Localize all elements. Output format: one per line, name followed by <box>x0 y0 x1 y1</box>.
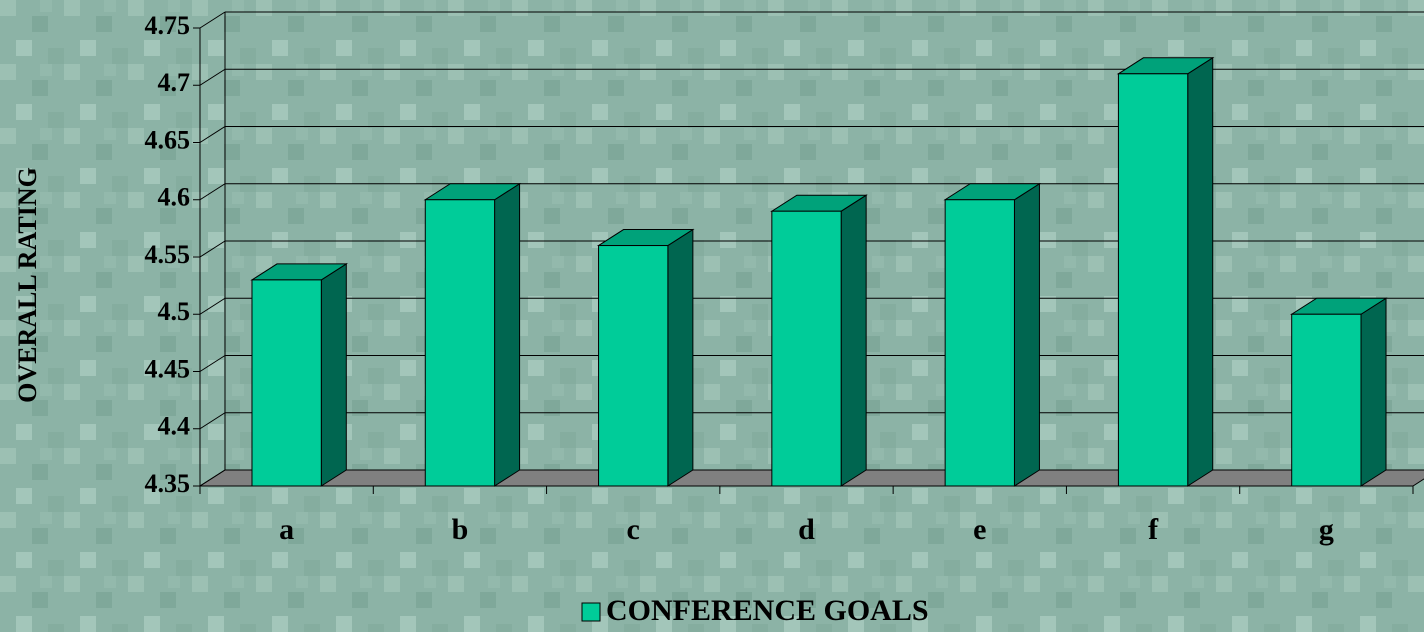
y-tick-label: 4.75 <box>145 11 191 40</box>
y-tick-label: 4.4 <box>158 412 191 441</box>
x-tick-label: e <box>973 513 986 546</box>
bar <box>424 199 496 487</box>
grid-line-side <box>199 240 226 258</box>
grid-line-side <box>199 68 226 86</box>
y-tick-label: 4.35 <box>145 469 191 498</box>
y-tick-label: 4.55 <box>145 240 191 269</box>
y-tick-label: 4.7 <box>158 68 191 97</box>
y-tick-label: 4.5 <box>158 297 191 326</box>
bar-side <box>1360 297 1387 487</box>
bar-side <box>840 194 867 487</box>
bar-side <box>320 262 347 487</box>
y-axis-title: OVERALL RATING <box>13 167 42 403</box>
bar-side <box>494 182 521 487</box>
bar <box>251 279 322 487</box>
grid-line-side <box>199 297 226 315</box>
bar <box>944 199 1015 487</box>
y-tick-label: 4.65 <box>145 125 191 154</box>
legend-label: CONFERENCE GOALS <box>606 594 929 627</box>
grid-line-side <box>199 469 226 487</box>
y-tick-label: 4.6 <box>158 183 191 212</box>
bar <box>598 245 669 487</box>
bar-side <box>1013 182 1040 487</box>
bar <box>1291 313 1362 487</box>
x-tick-label: g <box>1319 513 1334 546</box>
grid-line-side <box>199 11 226 29</box>
x-tick-label: f <box>1148 513 1159 546</box>
x-tick-label: c <box>627 513 640 546</box>
x-tick-label: a <box>279 513 294 546</box>
x-tick-label: b <box>452 513 469 546</box>
x-tick-label: d <box>798 513 815 546</box>
grid-line-side <box>199 126 226 143</box>
bar <box>1117 73 1189 487</box>
bar-side <box>1187 56 1214 487</box>
grid-line-side <box>199 183 226 201</box>
bar-side <box>667 228 694 487</box>
grid-line-side <box>199 412 226 430</box>
y-tick-label: 4.45 <box>145 354 191 383</box>
bar <box>771 210 842 487</box>
legend-swatch <box>581 602 601 622</box>
grid-line-side <box>199 355 226 372</box>
